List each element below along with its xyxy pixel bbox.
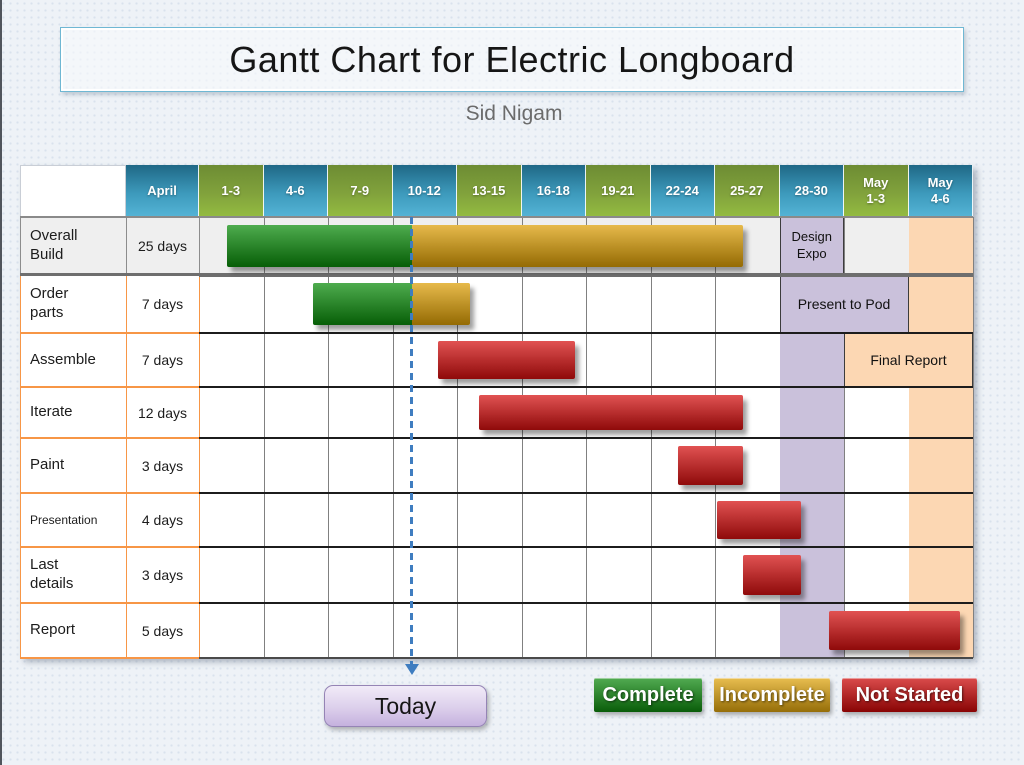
grid-line-h: [199, 386, 973, 388]
grid-line-h: [20, 273, 199, 276]
header-cell-date: 22-24: [650, 165, 715, 217]
duration-cell: 3 days: [141, 567, 184, 583]
milestone-cell: Present to Pod: [779, 275, 909, 333]
gantt-bar-segment-incomplete: [411, 283, 470, 325]
gantt-bar-segment-incomplete: [411, 225, 743, 267]
today-marker-line: [410, 217, 414, 664]
header-cell-date: 7-9: [328, 165, 393, 217]
grid-line-h: [20, 602, 199, 604]
header-cell-month: April: [126, 165, 199, 217]
grid-line-h: [199, 602, 973, 604]
header-cell-date: 28-30: [779, 165, 844, 217]
gantt-bar-segment-not-started: [828, 611, 961, 650]
duration-cell: 12 days: [137, 404, 188, 421]
grid-line-v: [199, 217, 200, 275]
grid-line-v: [126, 217, 127, 275]
task-name-cell: Presentation: [30, 512, 98, 527]
gantt-bar-segment-complete: [312, 283, 412, 325]
milestone-cell: Final Report: [844, 333, 973, 387]
header-cell-date: May 4-6: [908, 165, 973, 217]
header-cell-date: 4-6: [263, 165, 328, 217]
legend-item-not-started[interactable]: Not Started: [842, 678, 977, 712]
grid-line-v: [126, 275, 127, 658]
grid-line-h: [20, 492, 199, 494]
gantt-bar-segment-complete: [226, 225, 412, 267]
grid-line-h: [199, 546, 973, 548]
duration-cell: 25 days: [137, 238, 188, 254]
grid-line-h: [20, 546, 199, 548]
gantt-bar: [717, 501, 801, 539]
gantt-bar: [678, 446, 743, 485]
title-box: Gantt Chart for Electric Longboard: [60, 27, 964, 92]
grid-line-v: [199, 275, 200, 658]
gantt-bar-segment-not-started: [717, 501, 801, 539]
gantt-bar: [312, 283, 470, 325]
gantt-bar: [828, 611, 961, 650]
task-name-cell: Report: [30, 621, 76, 639]
page-title: Gantt Chart for Electric Longboard: [229, 38, 795, 80]
gantt-bar-segment-not-started: [478, 395, 743, 430]
grid-line-h: [199, 273, 973, 277]
gantt-bar: [478, 395, 743, 430]
duration-cell: 7 days: [141, 296, 184, 312]
grid-line-h: [199, 332, 973, 334]
grid-line-h: [199, 492, 973, 494]
today-button[interactable]: Today: [324, 685, 487, 727]
grid-line-h: [199, 437, 973, 439]
task-name-cell: Overall Build: [30, 227, 78, 263]
gantt-bar-segment-not-started: [678, 446, 743, 485]
header-cell-date: 16-18: [521, 165, 586, 217]
header-cell-date: May 1-3: [844, 165, 909, 217]
grid-line-v: [973, 217, 974, 658]
grid-line-h: [20, 657, 199, 659]
grid-line-v: [20, 275, 21, 658]
header-cell-date: 19-21: [586, 165, 651, 217]
task-name-cell: Order parts: [30, 285, 69, 321]
subtitle: Sid Nigam: [465, 102, 563, 125]
arrow-down-icon: [404, 664, 419, 675]
duration-cell: 4 days: [141, 512, 184, 528]
grid-line-h: [199, 657, 973, 659]
milestone-cell: Design Expo: [779, 217, 844, 275]
grid-line-h: [20, 332, 199, 334]
grid-line-h: [20, 437, 199, 439]
grid-line-v: [20, 217, 21, 275]
gantt-bar-segment-not-started: [437, 341, 576, 379]
grid-line-h: [20, 386, 199, 388]
header-cell-date: 1-3: [199, 165, 264, 217]
gantt-bar: [437, 341, 576, 379]
grid-line-h: [20, 216, 973, 218]
legend-item-complete[interactable]: Complete: [594, 678, 702, 712]
duration-cell: 7 days: [141, 352, 184, 368]
task-name-cell: Assemble: [30, 350, 96, 368]
header-cell-blank: [20, 165, 126, 217]
gantt-bar: [226, 225, 743, 267]
header-cell-date: 25-27: [715, 165, 780, 217]
legend-item-incomplete[interactable]: Incomplete: [714, 678, 830, 712]
task-name-cell: Paint: [30, 456, 65, 474]
task-name-cell: Last details: [30, 556, 74, 592]
header-cell-date: 13-15: [457, 165, 522, 217]
duration-cell: 5 days: [141, 622, 184, 639]
gantt-bar-segment-not-started: [742, 555, 801, 595]
task-name-cell: Iterate: [30, 403, 73, 421]
gantt-bar: [742, 555, 801, 595]
header-cell-date: 10-12: [392, 165, 457, 217]
duration-cell: 3 days: [141, 457, 184, 474]
